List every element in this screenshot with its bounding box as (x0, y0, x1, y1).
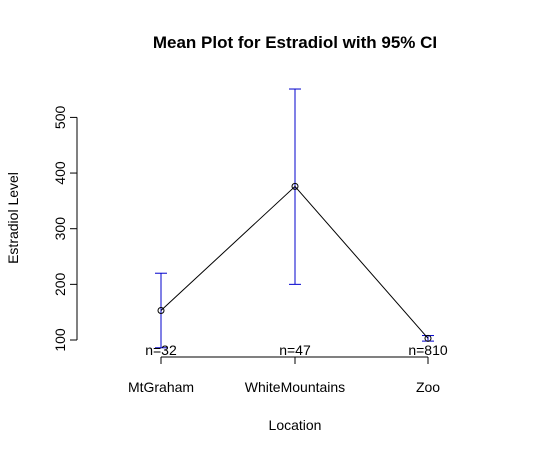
y-tick-label: 100 (52, 328, 68, 352)
n-label: n=47 (279, 342, 311, 358)
mean-point (291, 182, 299, 190)
n-label: n=32 (145, 342, 177, 358)
x-tick-label: WhiteMountains (245, 379, 345, 395)
y-tick-label: 400 (52, 161, 68, 185)
y-axis: 100 200 300 400 500 (52, 106, 78, 352)
mean-point (424, 334, 432, 342)
x-axis: MtGraham WhiteMountains Zoo (128, 356, 440, 395)
plot-area: n=32 n=47 n=810 (145, 88, 448, 358)
x-tick-label: Zoo (416, 379, 440, 395)
y-tick-label: 500 (52, 106, 68, 130)
x-axis-label: Location (269, 417, 322, 433)
mean-line (160, 185, 429, 339)
x-tick-label: MtGraham (128, 379, 194, 395)
chart-title: Mean Plot for Estradiol with 95% CI (153, 33, 437, 52)
y-axis-label: Estradiol Level (5, 172, 21, 264)
y-tick-label: 300 (52, 217, 68, 241)
y-tick-label: 200 (52, 272, 68, 296)
mean-point (157, 307, 165, 315)
n-label: n=810 (408, 342, 448, 358)
